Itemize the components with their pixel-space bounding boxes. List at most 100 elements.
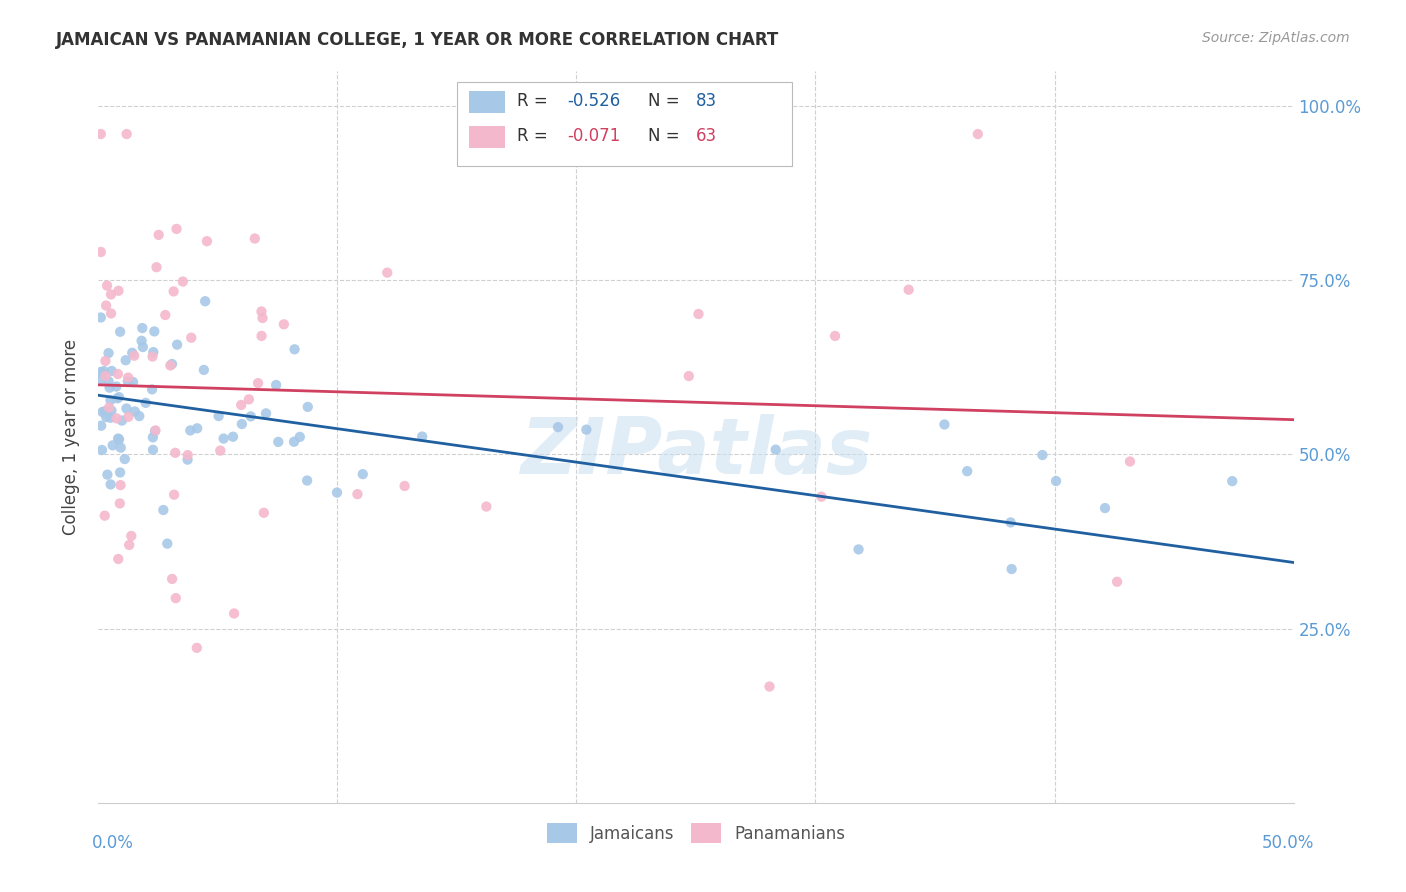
Bar bbox=[470, 126, 505, 148]
Point bbox=[165, 446, 187, 460]
Point bbox=[145, 424, 167, 438]
Point bbox=[897, 283, 920, 297]
Point bbox=[163, 488, 186, 502]
Text: -0.526: -0.526 bbox=[567, 93, 620, 111]
Point bbox=[100, 403, 122, 417]
Text: JAMAICAN VS PANAMANIAN COLLEGE, 1 YEAR OR MORE CORRELATION CHART: JAMAICAN VS PANAMANIAN COLLEGE, 1 YEAR O… bbox=[56, 31, 779, 49]
Point bbox=[956, 464, 979, 478]
Point bbox=[143, 325, 166, 339]
Point bbox=[678, 369, 700, 384]
Point bbox=[143, 424, 166, 438]
Point bbox=[824, 329, 846, 343]
Point bbox=[141, 350, 163, 364]
Point bbox=[124, 404, 146, 418]
Text: 63: 63 bbox=[696, 128, 717, 145]
Point bbox=[110, 441, 132, 455]
Point bbox=[107, 552, 129, 566]
Point bbox=[1107, 574, 1129, 589]
Point bbox=[156, 536, 179, 550]
Point bbox=[107, 432, 129, 446]
Point bbox=[141, 382, 163, 396]
Point bbox=[122, 375, 145, 389]
Point bbox=[100, 287, 122, 301]
Point bbox=[177, 448, 200, 462]
Point bbox=[247, 376, 270, 391]
Point bbox=[115, 127, 138, 141]
Point bbox=[91, 405, 114, 419]
Point bbox=[159, 359, 181, 373]
Point bbox=[207, 409, 229, 423]
Point bbox=[94, 299, 117, 313]
Point bbox=[90, 372, 112, 386]
Point bbox=[1000, 516, 1022, 530]
Point bbox=[411, 429, 433, 443]
Point bbox=[117, 375, 139, 389]
Point bbox=[114, 353, 136, 368]
Point bbox=[758, 680, 780, 694]
Point bbox=[848, 542, 870, 557]
Point bbox=[94, 354, 117, 368]
Point bbox=[96, 278, 118, 293]
Point bbox=[165, 591, 187, 606]
Point bbox=[108, 390, 131, 404]
Point bbox=[346, 487, 368, 501]
Point bbox=[394, 479, 416, 493]
Point bbox=[107, 284, 129, 298]
Point bbox=[180, 331, 202, 345]
Point bbox=[575, 423, 598, 437]
Point bbox=[810, 490, 832, 504]
Point bbox=[90, 310, 112, 325]
Point bbox=[97, 374, 120, 388]
Point bbox=[1031, 448, 1053, 462]
Point bbox=[352, 467, 374, 482]
Point bbox=[222, 607, 245, 621]
Point bbox=[108, 433, 131, 447]
Point bbox=[108, 325, 131, 339]
Point bbox=[142, 345, 165, 359]
Point bbox=[110, 478, 132, 492]
Point bbox=[765, 442, 787, 457]
Point bbox=[688, 307, 710, 321]
Point bbox=[118, 538, 141, 552]
Point bbox=[142, 442, 165, 457]
Point bbox=[160, 357, 183, 371]
Point bbox=[194, 294, 217, 309]
Point bbox=[121, 346, 143, 360]
Point bbox=[132, 340, 155, 354]
Point bbox=[166, 337, 188, 351]
Legend: Jamaicans, Panamanians: Jamaicans, Panamanians bbox=[540, 817, 852, 849]
Point bbox=[122, 349, 145, 363]
Point bbox=[91, 442, 114, 457]
Point bbox=[93, 404, 115, 418]
Point bbox=[131, 321, 153, 335]
Point bbox=[264, 378, 287, 392]
Point bbox=[142, 430, 165, 444]
Point bbox=[375, 266, 398, 280]
Point bbox=[238, 392, 260, 407]
Text: Source: ZipAtlas.com: Source: ZipAtlas.com bbox=[1202, 31, 1350, 45]
Point bbox=[100, 477, 122, 491]
Point bbox=[166, 222, 188, 236]
Point bbox=[94, 369, 117, 384]
Point bbox=[90, 365, 112, 379]
Point bbox=[90, 418, 112, 433]
Point bbox=[111, 414, 134, 428]
Point bbox=[297, 400, 319, 414]
Point bbox=[97, 346, 120, 360]
Point bbox=[152, 503, 174, 517]
Point bbox=[283, 343, 305, 357]
Point bbox=[253, 506, 276, 520]
Point bbox=[250, 304, 273, 318]
Point bbox=[243, 231, 266, 245]
Point bbox=[162, 285, 184, 299]
Point bbox=[105, 379, 128, 393]
Point bbox=[108, 466, 131, 480]
Point bbox=[100, 364, 122, 378]
Point bbox=[117, 370, 139, 384]
Text: -0.071: -0.071 bbox=[567, 128, 620, 145]
Point bbox=[1094, 501, 1116, 516]
Text: 50.0%: 50.0% bbox=[1263, 834, 1315, 852]
Point bbox=[231, 398, 253, 412]
Point bbox=[105, 411, 128, 425]
Point bbox=[179, 424, 201, 438]
